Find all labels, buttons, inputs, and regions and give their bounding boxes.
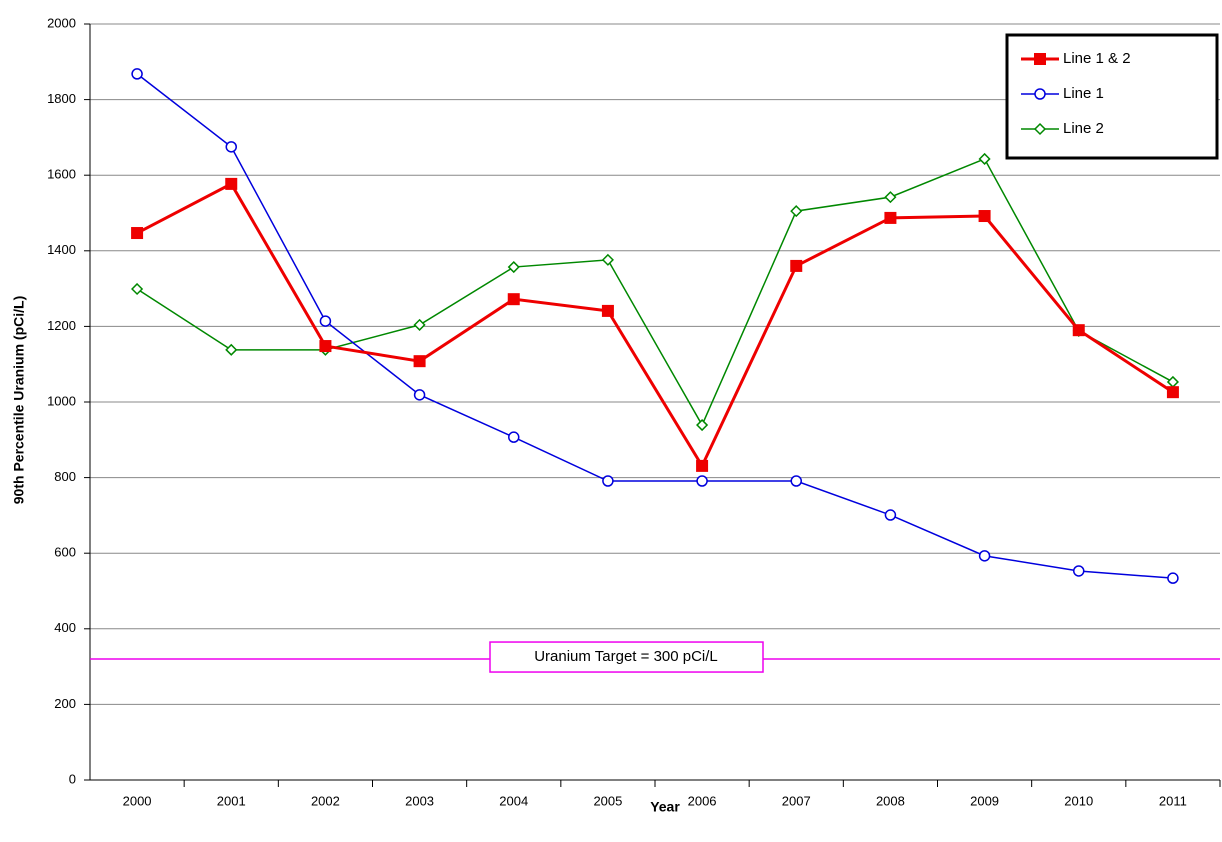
marker [790,205,803,218]
series-line [136,181,1174,470]
marker [1166,386,1179,399]
marker [507,293,520,306]
x-tick-label: 2000 [123,793,152,808]
marker [978,210,991,223]
marker [507,260,520,274]
y-tick-label: 1800 [47,91,76,106]
marker [601,304,614,317]
marker [413,318,426,331]
marker [225,343,238,356]
x-tick-label: 2011 [1159,793,1187,808]
y-tick-label: 600 [54,545,76,560]
marker [1167,572,1179,584]
y-tick-label: 1600 [47,167,76,182]
reference-label: Uranium Target = 300 pCi/L [534,648,718,665]
x-tick-label: 2008 [876,793,905,808]
marker [1034,88,1046,100]
y-axis-label: 90th Percentile Uranium (pCi/L) [11,296,27,504]
x-tick-label: 2002 [311,793,340,808]
marker [790,259,803,272]
marker [131,227,144,240]
y-tick-label: 1000 [47,393,76,408]
marker [413,389,426,401]
marker [696,475,708,487]
marker [319,315,332,327]
marker [602,475,614,487]
legend-label: Line 1 [1063,85,1104,102]
marker [601,253,614,266]
marker [978,152,991,166]
y-tick-label: 0 [69,771,76,786]
x-tick-label: 2007 [782,793,811,808]
y-tick-label: 1200 [47,318,76,333]
legend-label: Line 1 & 2 [1063,50,1131,67]
marker [131,68,143,80]
series-line [136,73,1173,579]
x-tick-label: 2004 [499,793,528,808]
y-tick-label: 1400 [47,242,76,257]
marker [225,177,238,190]
marker [413,355,426,368]
x-tick-label: 2003 [405,793,434,808]
marker [1033,122,1047,136]
legend-label: Line 2 [1063,120,1104,137]
x-tick-label: 2005 [593,793,622,808]
x-tick-label: 2009 [970,793,999,808]
marker [319,340,332,353]
marker [225,141,237,153]
marker [1034,53,1046,65]
marker [696,459,709,472]
reference-label-box [489,641,764,673]
marker [790,475,802,487]
marker [884,509,897,521]
marker [1072,324,1085,337]
y-tick-label: 200 [54,696,76,711]
x-axis-label: Year [650,799,680,815]
marker [1166,375,1179,389]
y-tick-label: 800 [54,469,76,484]
marker [131,282,144,296]
marker [884,211,897,224]
y-tick-label: 400 [54,620,76,635]
marker [884,191,897,204]
x-tick-label: 2010 [1064,793,1093,808]
x-tick-label: 2001 [217,793,246,808]
series-line [136,158,1174,427]
marker [508,431,520,443]
marker [978,550,991,562]
x-tick-label: 2006 [688,793,717,808]
marker [696,418,709,432]
marker [1073,565,1085,577]
y-tick-label: 2000 [47,15,76,30]
